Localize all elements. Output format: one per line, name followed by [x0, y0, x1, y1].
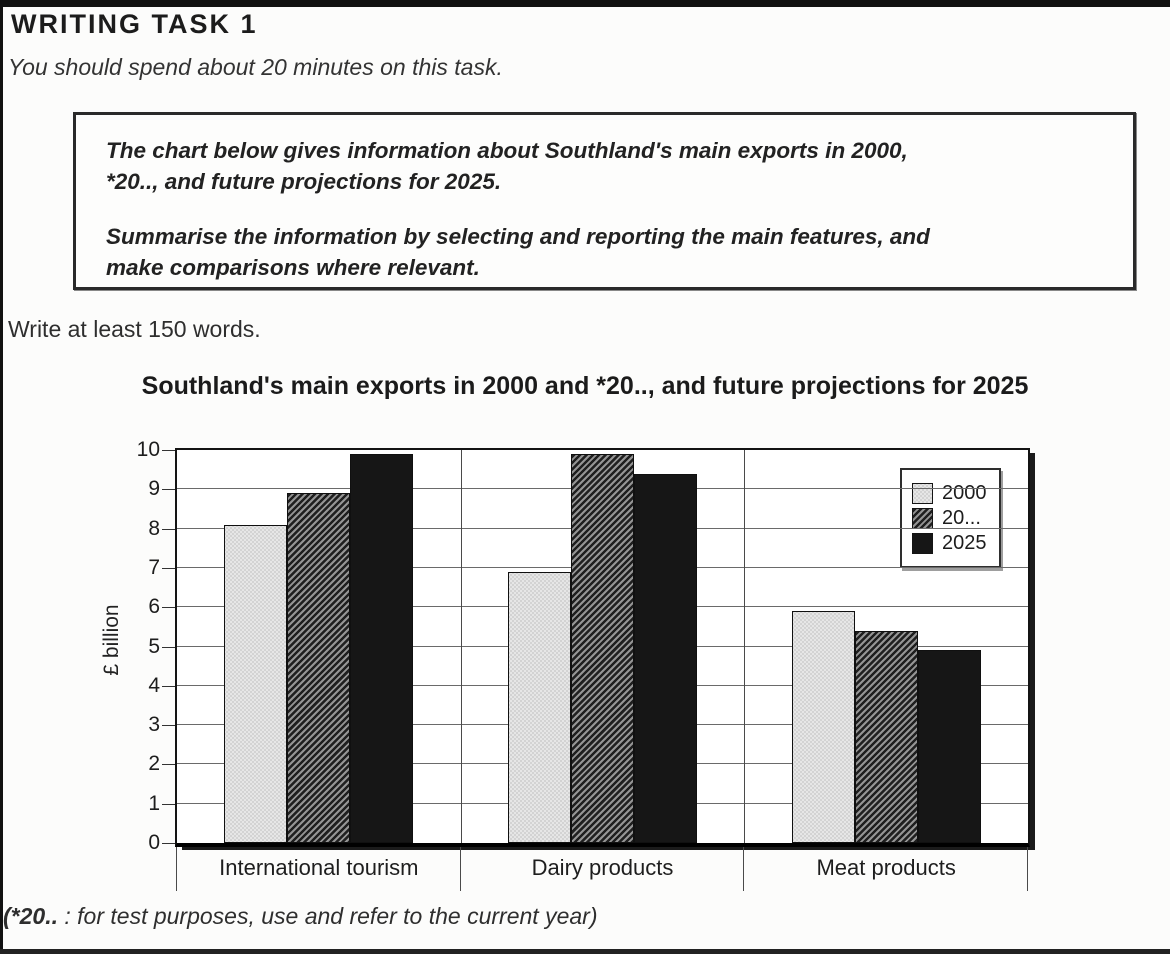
legend-swatch-2000-icon	[912, 482, 933, 504]
legend-row-2000: 2000	[912, 482, 987, 504]
y-tick-mark	[162, 725, 175, 727]
category-label-meat-products: Meat products	[816, 855, 956, 880]
axis-tick-separator	[1027, 847, 1028, 891]
word-count-instruction: Write at least 150 words.	[8, 316, 261, 342]
bar-international-tourism-2025	[350, 453, 414, 843]
bar-dairy-products-2025	[634, 473, 697, 843]
y-tick-mark	[162, 607, 175, 609]
chart-legend: 2000 20... 2025	[900, 468, 1001, 568]
footnote-rest: : for test purposes, use and refer to th…	[57, 903, 598, 929]
y-tick-6: 6	[148, 595, 160, 619]
category-label-dairy-products: Dairy products	[531, 855, 674, 880]
chart-title: Southland's main exports in 2000 and *20…	[141, 372, 1029, 400]
y-tick-10: 10	[136, 438, 160, 461]
time-instruction: You should spend about 20 minutes on thi…	[8, 54, 503, 80]
y-tick-mark	[162, 646, 175, 648]
y-tick-mark	[162, 528, 175, 530]
task-paragraph-1: The chart below gives information about …	[106, 138, 908, 195]
bar-dairy-products-2000	[508, 571, 571, 843]
legend-swatch-20-icon	[912, 507, 933, 529]
task-heading: WRITING TASK 1	[11, 9, 258, 39]
footnote-bold: (*20..	[3, 903, 58, 929]
page-bottom-border	[0, 949, 1170, 954]
bar-international-tourism-2000	[224, 524, 288, 843]
category-separator	[460, 450, 462, 843]
y-tick-4: 4	[148, 673, 160, 697]
y-tick-mark	[162, 450, 175, 451]
y-tick-7: 7	[148, 555, 160, 579]
y-tick-0: 0	[148, 831, 160, 854]
bar-meat-products-2000	[791, 611, 855, 843]
y-tick-1: 1	[148, 791, 160, 815]
y-tick-2: 2	[148, 752, 160, 776]
category-separator	[744, 450, 746, 843]
legend-row-20: 20...	[912, 507, 987, 529]
axis-tick-separator	[459, 847, 461, 891]
footnote: (*20.. : for test purposes, use and refe…	[3, 903, 597, 930]
bar-international-tourism-20	[287, 493, 351, 843]
legend-row-2025: 2025	[912, 532, 987, 554]
bar-dairy-products-20	[571, 453, 634, 843]
page-left-border	[0, 0, 3, 954]
y-tick-mark	[162, 685, 175, 687]
axis-tick-separator	[176, 847, 177, 891]
y-tick-mark	[162, 764, 175, 766]
category-label-international-tourism: International tourism	[219, 855, 419, 880]
legend-swatch-2025-icon	[912, 532, 933, 554]
y-tick-mark	[162, 803, 175, 805]
bar-meat-products-20	[854, 630, 918, 843]
legend-label-2025: 2025	[942, 532, 987, 554]
legend-label-2000: 2000	[942, 482, 987, 504]
bar-meat-products-2025	[917, 650, 981, 843]
y-tick-mark	[162, 567, 175, 569]
task-instruction-box: The chart below gives information about …	[73, 112, 1136, 290]
axis-tick-separator	[743, 847, 745, 891]
y-tick-mark	[162, 843, 175, 844]
y-tick-8: 8	[148, 516, 160, 540]
legend-label-20: 20...	[942, 507, 981, 529]
y-tick-mark	[162, 489, 175, 491]
y-tick-9: 9	[148, 477, 160, 501]
page-top-border	[0, 0, 1170, 7]
y-tick-3: 3	[148, 713, 160, 737]
legend-items: 2000 20... 2025	[912, 482, 987, 554]
plot-area: 2000 20... 2025	[175, 448, 1030, 847]
task-paragraph-2: Summarise the information by selecting a…	[106, 224, 930, 281]
y-tick-5: 5	[148, 634, 160, 658]
